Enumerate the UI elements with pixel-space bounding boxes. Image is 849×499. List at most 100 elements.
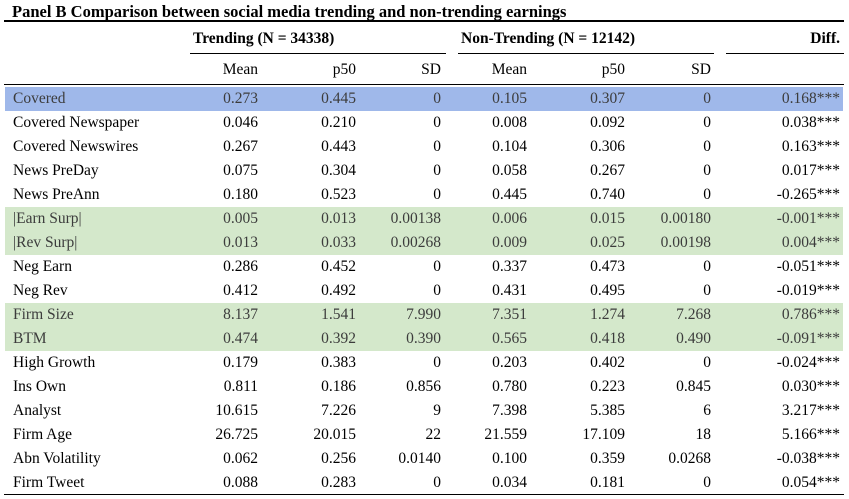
- cell-nontrending-p50: 0.473: [590, 258, 625, 275]
- cell-nontrending-sd: 0: [703, 282, 711, 299]
- cell-nontrending-p50: 0.025: [590, 234, 625, 251]
- cell-nontrending-mean: 0.780: [492, 378, 527, 395]
- cell-nontrending-p50: 0.495: [590, 282, 625, 299]
- cell-trending-sd: 0.00268: [390, 234, 441, 251]
- cell-nontrending-mean: 0.105: [492, 90, 527, 107]
- row-label: Ins Own: [13, 378, 66, 395]
- cell-trending-p50: 0.013: [321, 210, 356, 227]
- cell-nontrending-p50: 0.306: [590, 138, 625, 155]
- cell-trending-p50: 0.445: [321, 90, 356, 107]
- cell-trending-p50: 0.304: [321, 162, 356, 179]
- cell-nontrending-mean: 7.351: [492, 306, 527, 323]
- cell-diff: 5.166***: [781, 426, 840, 443]
- cell-trending-sd: 0: [433, 186, 441, 203]
- cell-trending-sd: 9: [433, 402, 441, 419]
- cell-trending-mean: 0.075: [223, 162, 258, 179]
- cell-nontrending-mean: 0.008: [492, 114, 527, 131]
- cell-nontrending-mean: 0.565: [492, 330, 527, 347]
- row-label: Firm Size: [13, 306, 74, 323]
- cell-nontrending-mean: 0.445: [492, 186, 527, 203]
- cell-diff: -0.024***: [776, 354, 840, 371]
- cell-trending-sd: 0: [433, 282, 441, 299]
- cell-nontrending-p50: 0.418: [590, 330, 625, 347]
- cell-trending-p50: 0.186: [321, 378, 356, 395]
- row-label: BTM: [13, 330, 47, 347]
- cell-nontrending-mean: 0.431: [492, 282, 527, 299]
- cell-diff: 0.054***: [781, 474, 840, 491]
- cell-diff: -0.038***: [776, 450, 840, 467]
- cell-trending-sd: 0: [433, 474, 441, 491]
- table-row: Covered 0.273 0.445 0 0.105 0.307 0 0.168***: [0, 87, 849, 111]
- cell-nontrending-p50: 0.223: [590, 378, 625, 395]
- table-row: BTM 0.474 0.392 0.390 0.565 0.418 0.490 -0.091*…: [0, 327, 849, 351]
- cell-trending-sd: 0: [433, 354, 441, 371]
- cell-nontrending-mean: 7.398: [492, 402, 527, 419]
- cell-trending-mean: 26.725: [215, 426, 258, 443]
- cell-trending-p50: 1.541: [321, 306, 356, 323]
- cell-trending-p50: 0.033: [321, 234, 356, 251]
- col-header-trending-mean: Mean: [222, 61, 258, 78]
- row-label: |Earn Surp|: [13, 210, 82, 227]
- cell-trending-mean: 0.013: [223, 234, 258, 251]
- cell-trending-mean: 0.273: [223, 90, 258, 107]
- cell-diff: -0.091***: [776, 330, 840, 347]
- table-row: News PreDay 0.075 0.304 0 0.058 0.267 0 0.017**…: [0, 159, 849, 183]
- cell-diff: 0.030***: [781, 378, 840, 395]
- cell-trending-mean: 0.088: [223, 474, 258, 491]
- cell-trending-p50: 0.283: [321, 474, 356, 491]
- cell-trending-p50: 0.443: [321, 138, 356, 155]
- nontrending-group-header: Non-Trending (N = 12142): [461, 30, 636, 47]
- trending-group-header: Trending (N = 34338): [193, 30, 335, 47]
- bottom-rule: [4, 494, 844, 495]
- cell-trending-mean: 0.179: [223, 354, 258, 371]
- cell-diff: 0.004***: [781, 234, 840, 251]
- cell-trending-sd: 0: [433, 258, 441, 275]
- table-row: News PreAnn 0.180 0.523 0 0.445 0.740 0 -0.265*…: [0, 183, 849, 207]
- cell-nontrending-p50: 0.267: [590, 162, 625, 179]
- col-header-trending-sd: SD: [421, 61, 441, 78]
- col-header-trending-p50: p50: [332, 61, 356, 78]
- diff-header: Diff.: [810, 30, 840, 47]
- cell-trending-sd: 0: [433, 138, 441, 155]
- cell-nontrending-sd: 0: [703, 90, 711, 107]
- cell-nontrending-sd: 0: [703, 474, 711, 491]
- cell-trending-sd: 0.856: [406, 378, 441, 395]
- cell-trending-sd: 22: [425, 426, 442, 443]
- table-row: Neg Rev 0.412 0.492 0 0.431 0.495 0 -0.019***: [0, 279, 849, 303]
- cell-nontrending-mean: 0.009: [492, 234, 527, 251]
- cell-trending-p50: 0.452: [321, 258, 356, 275]
- cell-nontrending-sd: 0.845: [676, 378, 711, 395]
- cell-nontrending-sd: 0.490: [676, 330, 711, 347]
- cell-nontrending-p50: 0.015: [590, 210, 625, 227]
- col-header-nontrending-mean: Mean: [491, 61, 527, 78]
- trending-group-rule: [190, 53, 446, 54]
- cell-nontrending-mean: 21.559: [484, 426, 527, 443]
- table-row: High Growth 0.179 0.383 0 0.203 0.402 0 -0.024*…: [0, 351, 849, 375]
- table-row: Firm Size 8.137 1.541 7.990 7.351 1.274 7.268 0…: [0, 303, 849, 327]
- row-label: High Growth: [13, 354, 96, 371]
- cell-trending-sd: 0.0140: [398, 450, 441, 467]
- cell-trending-p50: 0.210: [321, 114, 356, 131]
- row-label: Firm Age: [13, 426, 72, 443]
- cell-nontrending-p50: 0.092: [590, 114, 625, 131]
- cell-trending-mean: 0.286: [223, 258, 258, 275]
- cell-diff: -0.019***: [776, 282, 840, 299]
- row-label: |Rev Surp|: [13, 234, 78, 251]
- cell-trending-mean: 10.615: [215, 402, 258, 419]
- cell-trending-sd: 0: [433, 90, 441, 107]
- cell-diff: 0.168***: [781, 90, 840, 107]
- cell-nontrending-sd: 6: [703, 402, 711, 419]
- row-label: Covered Newspaper: [13, 114, 140, 131]
- cell-trending-mean: 0.180: [223, 186, 258, 203]
- cell-nontrending-sd: 0: [703, 354, 711, 371]
- cell-nontrending-sd: 0.0268: [668, 450, 711, 467]
- nontrending-group-rule: [458, 53, 714, 54]
- cell-diff: -0.001***: [776, 210, 840, 227]
- cell-diff: 0.786***: [781, 306, 840, 323]
- table-row: Analyst 10.615 7.226 9 7.398 5.385 6 3.217***: [0, 399, 849, 423]
- cell-trending-p50: 0.383: [321, 354, 356, 371]
- cell-nontrending-mean: 0.100: [492, 450, 527, 467]
- cell-trending-mean: 0.005: [223, 210, 258, 227]
- cell-trending-mean: 8.137: [223, 306, 258, 323]
- cell-trending-sd: 0: [433, 162, 441, 179]
